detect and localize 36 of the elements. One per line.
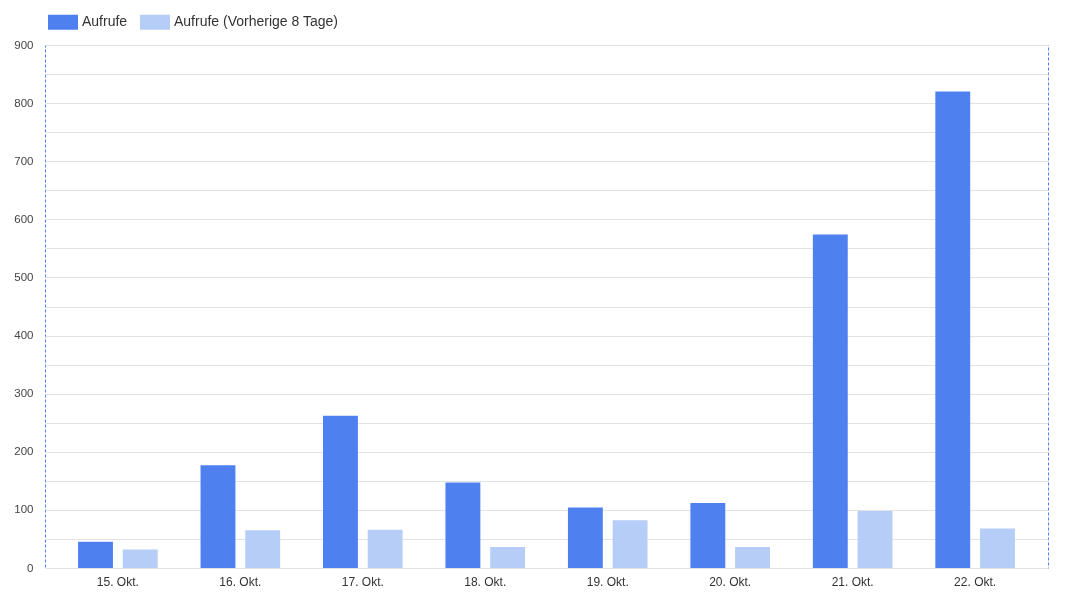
x-tick-label: 18. Okt. [464, 574, 507, 589]
y-tick-label: 100 [14, 503, 34, 516]
y-tick-label: 800 [14, 96, 34, 109]
y-tick-label: 0 [27, 561, 34, 574]
bar [935, 91, 971, 568]
x-tick-label: 16. Okt. [219, 574, 262, 589]
y-tick-label: 900 [14, 38, 34, 51]
bar [812, 234, 848, 568]
bar [200, 465, 236, 568]
x-tick-label: 20. Okt. [709, 574, 752, 589]
bar [567, 507, 603, 568]
x-tick-label: 21. Okt. [831, 574, 874, 589]
y-tick-label: 400 [14, 329, 34, 342]
bar [445, 482, 481, 568]
bar [122, 549, 158, 568]
bar [490, 547, 526, 568]
y-tick-label: 500 [14, 270, 34, 283]
bar [690, 502, 726, 568]
bar [612, 520, 648, 568]
bar [245, 530, 281, 568]
legend-label: Aufrufe [82, 13, 128, 30]
bar [367, 529, 403, 568]
bar [735, 547, 770, 568]
y-tick-label: 600 [14, 212, 34, 225]
x-tick-label: 17. Okt. [341, 574, 384, 589]
bar [323, 415, 358, 568]
x-tick-label: 19. Okt. [586, 574, 629, 589]
bar [78, 541, 113, 568]
y-tick-label: 200 [14, 445, 34, 458]
x-tick-label: 22. Okt. [954, 574, 997, 589]
y-tick-label: 700 [14, 154, 34, 167]
bar [857, 511, 893, 568]
x-tick-label: 15. Okt. [96, 574, 139, 589]
bar [980, 528, 1015, 568]
legend-label: Aufrufe (Vorherige 8 Tage) [174, 13, 338, 30]
y-tick-label: 300 [14, 387, 34, 400]
